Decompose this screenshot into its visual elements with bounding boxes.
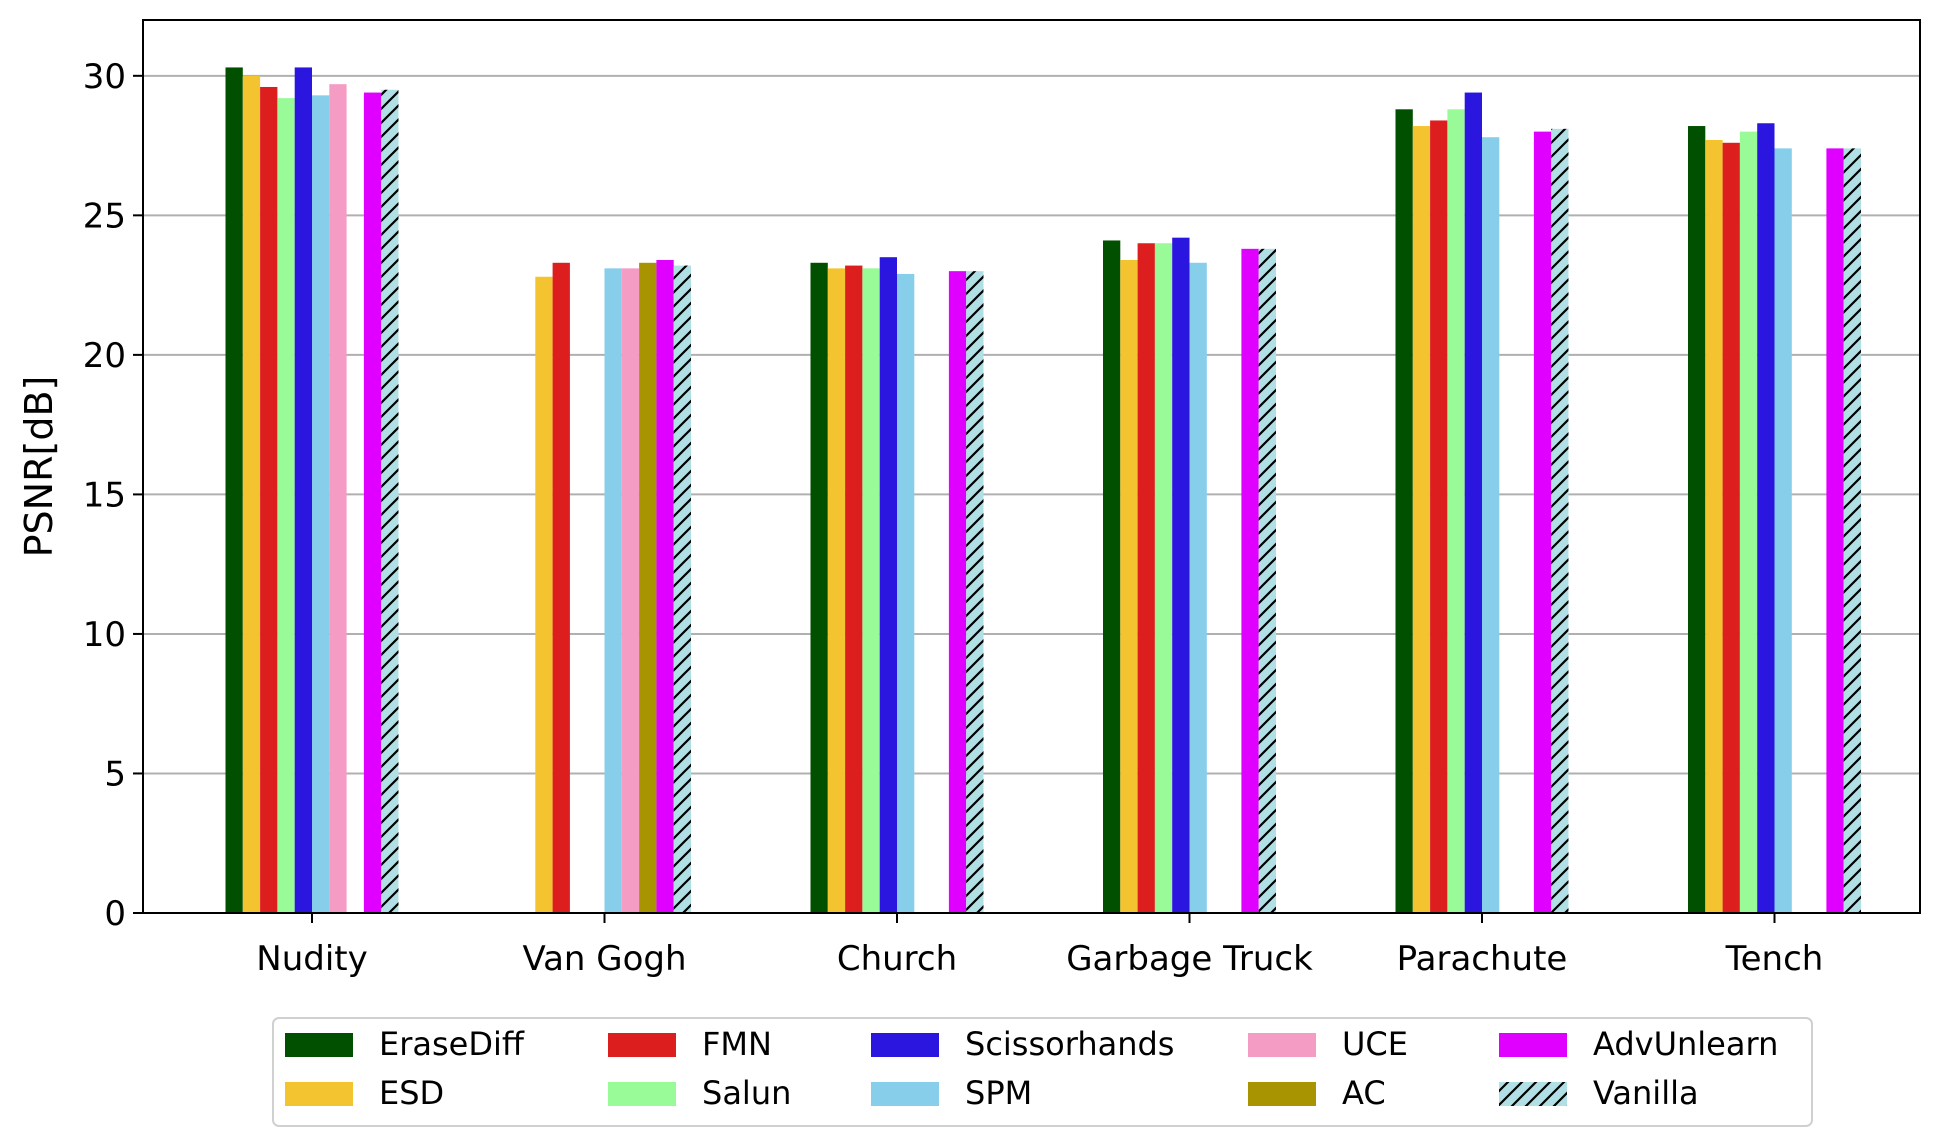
bar: [966, 271, 984, 913]
legend-swatch: [285, 1082, 353, 1106]
y-tick-label: 0: [104, 894, 126, 934]
legend-label: UCE: [1342, 1025, 1408, 1063]
bar: [1739, 131, 1758, 913]
bar: [639, 262, 657, 913]
legend-swatch: [1499, 1082, 1567, 1106]
bar: [1482, 137, 1500, 914]
bar: [381, 89, 399, 913]
bar: [312, 95, 330, 914]
bar: [673, 265, 691, 913]
x-tick-label: Nudity: [256, 939, 367, 979]
bar: [535, 276, 553, 913]
bar: [1172, 237, 1190, 913]
y-tick-label: 5: [104, 754, 126, 794]
legend-label: AdvUnlearn: [1593, 1025, 1778, 1063]
bar: [1705, 139, 1723, 913]
bar: [1757, 123, 1775, 914]
axes: 0 5 10 15 20 25 30 Nudity Van Gogh Church Garbage …: [83, 57, 1824, 979]
bar: [260, 86, 278, 914]
legend-swatch: [1248, 1033, 1316, 1057]
bar: [363, 92, 382, 913]
y-tick-label: 25: [83, 196, 126, 236]
legend-label: EraseDiff: [379, 1025, 525, 1063]
legend-label: SPM: [965, 1074, 1032, 1112]
x-tick-label: Van Gogh: [522, 939, 686, 979]
legend-swatch: [608, 1033, 676, 1057]
x-tick-label: Tench: [1725, 939, 1824, 979]
legend-label: AC: [1342, 1074, 1386, 1112]
bar: [621, 268, 640, 914]
legend-swatch: [871, 1033, 939, 1057]
bar: [277, 98, 295, 913]
bar: [604, 268, 622, 914]
bar: [1430, 120, 1448, 913]
bar: [329, 84, 347, 913]
bar: [862, 268, 880, 914]
y-tick-label: 15: [83, 475, 126, 515]
y-tick-label: 10: [83, 615, 126, 655]
legend-label: Scissorhands: [965, 1025, 1174, 1063]
plot-area-frame: [142, 19, 1921, 914]
bar: [1120, 259, 1138, 913]
legend-swatch: [285, 1033, 353, 1057]
bar: [1412, 126, 1431, 913]
bar: [897, 273, 915, 913]
bar: [827, 268, 846, 914]
legend-swatch: [871, 1082, 939, 1106]
bar: [810, 262, 828, 913]
bar: [1688, 126, 1706, 913]
bar: [294, 67, 312, 914]
legend-label: Vanilla: [1593, 1074, 1699, 1112]
y-tick-label: 30: [83, 57, 126, 97]
gridlines: [143, 74, 1920, 775]
bar: [948, 271, 967, 913]
bar: [1189, 262, 1207, 913]
bar: [1533, 131, 1552, 913]
bar: [1843, 148, 1861, 913]
bar: [1258, 248, 1276, 914]
bar: [242, 75, 261, 913]
y-axis-title: PSNR[dB]: [17, 376, 61, 558]
bar: [1551, 128, 1569, 914]
bar: [1464, 92, 1482, 913]
bar: [656, 259, 674, 913]
legend-label: FMN: [702, 1025, 772, 1063]
bar: [1826, 148, 1844, 913]
bar: [1722, 142, 1740, 914]
x-tick-label: Parachute: [1397, 939, 1568, 979]
bar: [1447, 109, 1465, 914]
bar: [1395, 109, 1413, 914]
legend: EraseDiff ESD FMN Salun Scissorhands SPM UCE AC…: [272, 1017, 1813, 1127]
legend-label: Salun: [702, 1074, 791, 1112]
y-tick-label: 20: [83, 336, 126, 376]
legend-swatch: [1248, 1082, 1316, 1106]
bar: [1137, 243, 1155, 913]
bar: [1241, 248, 1259, 914]
legend-swatch: [608, 1082, 676, 1106]
bar: [1103, 240, 1121, 914]
bar: [1154, 243, 1173, 913]
x-tick-label: Garbage Truck: [1066, 939, 1313, 979]
bars: [225, 67, 1861, 914]
bar: [879, 257, 897, 913]
bar: [1774, 148, 1792, 913]
x-tick-label: Church: [837, 939, 957, 979]
bar: [225, 67, 243, 914]
bar: [845, 265, 863, 913]
legend-label: ESD: [379, 1074, 444, 1112]
legend-swatch: [1499, 1033, 1567, 1057]
bar: [552, 262, 570, 913]
